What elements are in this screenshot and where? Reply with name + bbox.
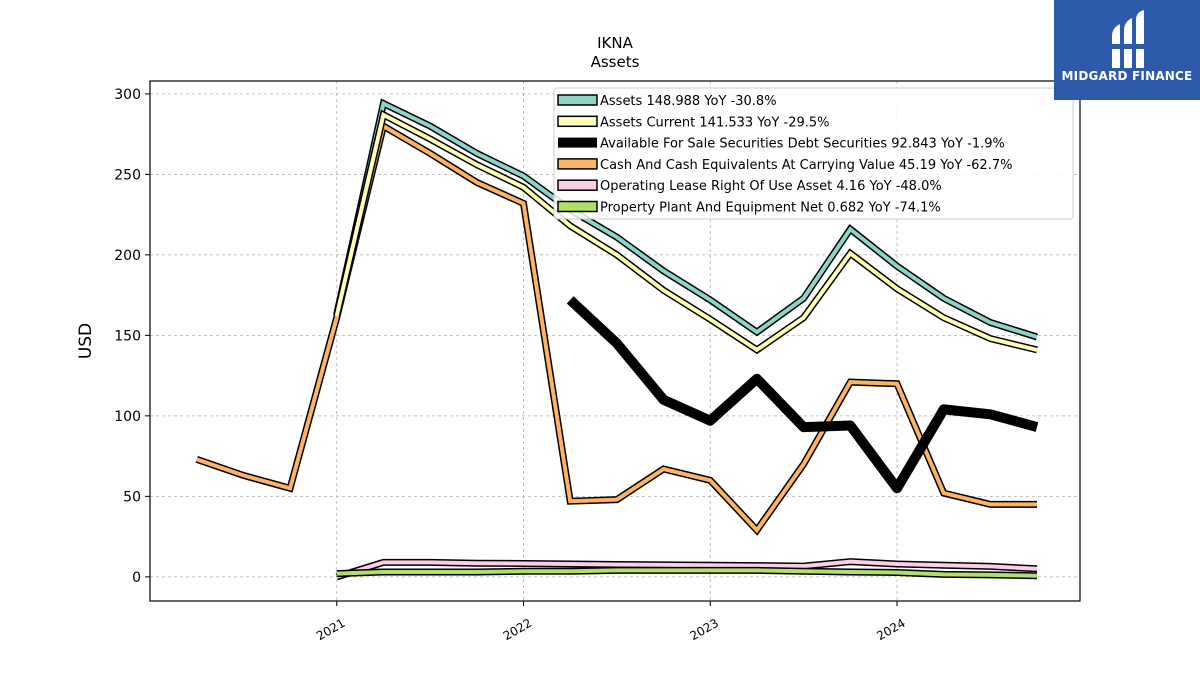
series-group (333, 98, 1039, 341)
x-tick-label: 2024 (874, 616, 907, 643)
y-tick-label: 200 (114, 248, 141, 264)
series-group (333, 109, 1038, 355)
brand-mark-icon (1112, 10, 1144, 68)
legend-swatch (558, 137, 597, 148)
legend-swatch (557, 158, 598, 170)
axis-ticks: 0 50 100 150 200 250 300 2021 2022 2023 2024 (114, 87, 907, 643)
legend-swatch (557, 179, 598, 191)
y-tick-label: 50 (123, 489, 141, 505)
y-axis-label: USD (76, 323, 96, 359)
series-line (336, 559, 1038, 579)
series-line (334, 111, 1038, 353)
brand-logo: MIDGARD FINANCE (1054, 0, 1200, 100)
x-tick-label: 2022 (501, 616, 534, 643)
legend-swatch (557, 200, 598, 213)
series-group (566, 296, 1039, 494)
legend: Assets 148.988 YoY -30.8% Assets Current … (553, 87, 1074, 220)
series-group (195, 120, 1037, 536)
legend-swatch (557, 115, 598, 128)
y-tick-label: 0 (132, 570, 141, 586)
legend-label: Operating Lease Right Of Use Asset 4.16 … (600, 179, 942, 194)
y-tick-label: 150 (114, 328, 141, 344)
series-line (334, 100, 1038, 339)
y-tick-label: 100 (114, 409, 141, 425)
chart-subtitle: Assets (591, 53, 640, 71)
y-tick-label: 300 (114, 87, 141, 103)
brand-name: MIDGARD FINANCE (1061, 69, 1193, 83)
series-line (196, 123, 1037, 534)
legend-label: Cash And Cash Equivalents At Carrying Va… (600, 158, 1012, 173)
legend-box (553, 87, 1074, 220)
series-group (335, 558, 1038, 581)
x-tick-label: 2021 (314, 616, 347, 643)
legend-label: Assets 148.988 YoY -30.8% (600, 94, 777, 109)
legend-label: Property Plant And Equipment Net 0.682 Y… (600, 201, 941, 216)
legend-label: Assets Current 141.533 YoY -29.5% (600, 115, 830, 130)
legend-swatch (557, 94, 598, 106)
series-group (336, 566, 1038, 580)
series-layer (195, 98, 1039, 581)
y-tick-label: 250 (114, 167, 141, 183)
plot-frame (149, 80, 1081, 602)
series-line (336, 568, 1038, 578)
chart-title: IKNA (597, 34, 633, 52)
series-line (566, 296, 1039, 494)
x-tick-label: 2023 (688, 616, 721, 643)
legend-label: Available For Sale Securities Debt Secur… (600, 137, 1005, 152)
